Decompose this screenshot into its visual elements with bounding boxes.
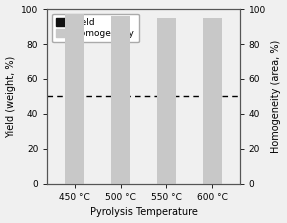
Y-axis label: Homogeneity (area, %): Homogeneity (area, %) xyxy=(272,40,282,153)
Bar xyxy=(157,18,176,184)
Bar xyxy=(159,94,174,184)
Y-axis label: Yield (weight, %): Yield (weight, %) xyxy=(5,55,15,138)
Bar xyxy=(113,85,128,184)
Bar xyxy=(65,14,84,184)
Legend: Yield, Homogeneity: Yield, Homogeneity xyxy=(52,14,139,42)
Bar xyxy=(111,16,130,184)
Bar xyxy=(67,97,82,184)
Bar xyxy=(203,18,222,184)
X-axis label: Pyrolysis Temperature: Pyrolysis Temperature xyxy=(90,207,197,217)
Bar xyxy=(205,95,220,184)
